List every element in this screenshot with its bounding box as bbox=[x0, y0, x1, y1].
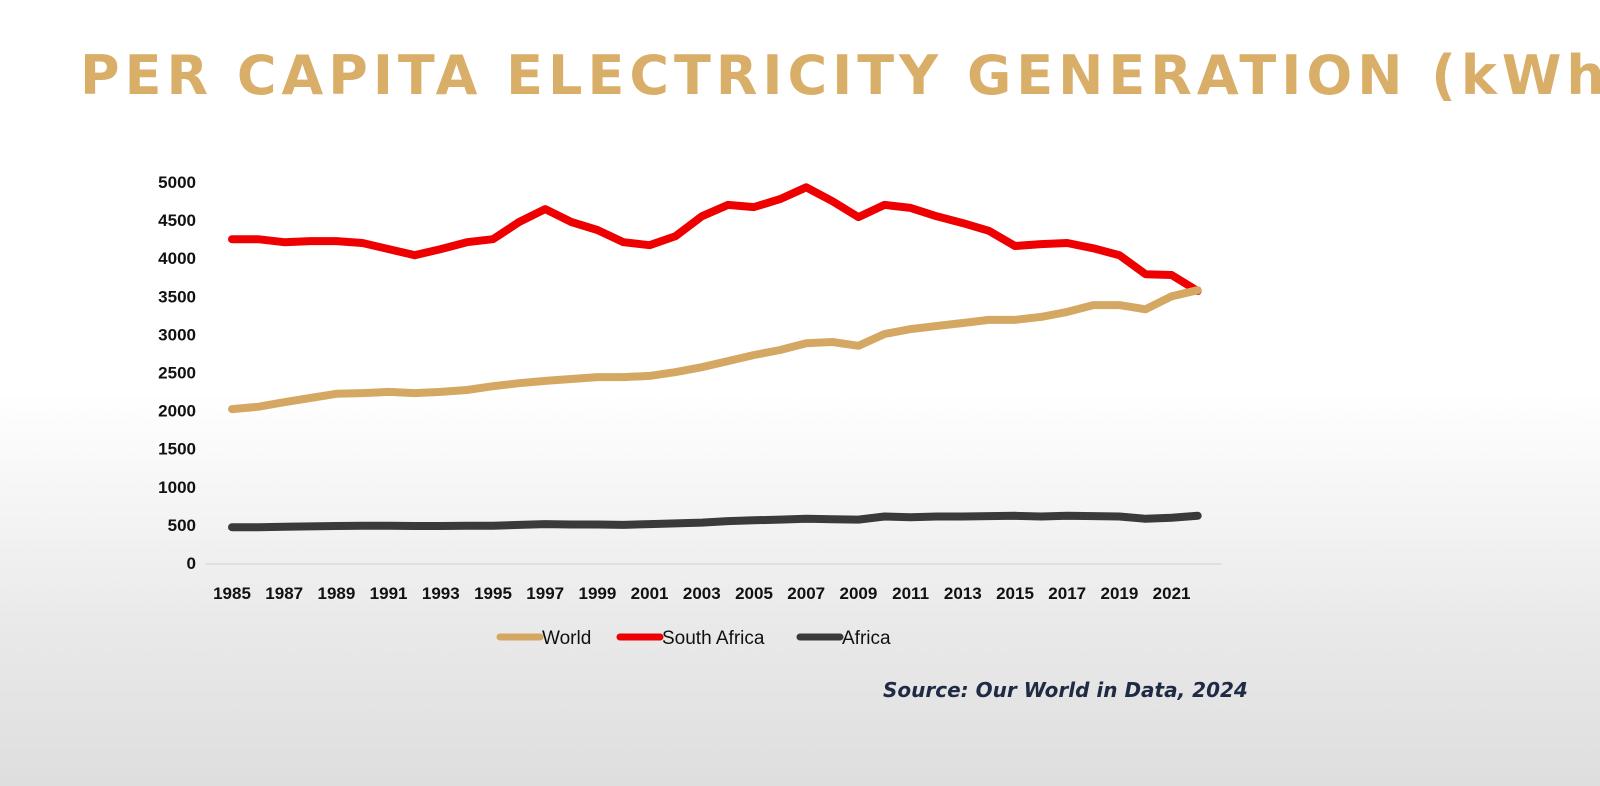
x-tick-label: 1989 bbox=[317, 584, 355, 603]
source-note: Source: Our World in Data, 2024 bbox=[883, 678, 1248, 702]
x-tick-label: 1985 bbox=[213, 584, 251, 603]
y-tick-label: 1500 bbox=[158, 440, 196, 459]
x-tick-label: 2005 bbox=[735, 584, 773, 603]
x-tick-label: 2021 bbox=[1153, 584, 1191, 603]
y-tick-label: 2000 bbox=[158, 402, 196, 421]
legend-label: World bbox=[542, 628, 591, 649]
x-tick-label: 1995 bbox=[474, 584, 512, 603]
x-tick-label: 2009 bbox=[839, 584, 877, 603]
y-tick-label: 0 bbox=[187, 554, 196, 573]
y-tick-label: 4500 bbox=[158, 211, 196, 230]
y-tick-label: 3500 bbox=[158, 287, 196, 306]
series-line-south-africa bbox=[228, 183, 1202, 295]
x-tick-label: 2001 bbox=[631, 584, 669, 603]
x-tick-label: 2013 bbox=[944, 584, 982, 603]
x-tick-label: 1991 bbox=[370, 584, 408, 603]
legend-label: Africa bbox=[842, 628, 891, 649]
y-tick-label: 1000 bbox=[158, 478, 196, 497]
chart-title: PER CAPITA ELECTRICITY GENERATION (kWh) bbox=[80, 44, 1600, 107]
y-tick-label: 3000 bbox=[158, 325, 196, 344]
x-tick-label: 2011 bbox=[892, 584, 929, 603]
x-tick-label: 1993 bbox=[422, 584, 460, 603]
y-tick-label: 2500 bbox=[158, 364, 196, 383]
x-tick-label: 2019 bbox=[1100, 584, 1138, 603]
x-tick-label: 2017 bbox=[1048, 584, 1086, 603]
x-tick-label: 1997 bbox=[526, 584, 564, 603]
y-tick-label: 500 bbox=[168, 516, 196, 535]
x-tick-label: 1999 bbox=[578, 584, 616, 603]
x-tick-label: 1987 bbox=[265, 584, 303, 603]
legend-label: South Africa bbox=[662, 628, 765, 649]
series-line-world bbox=[228, 286, 1202, 414]
x-tick-label: 2015 bbox=[996, 584, 1034, 603]
x-tick-label: 2003 bbox=[683, 584, 721, 603]
y-tick-label: 4000 bbox=[158, 249, 196, 268]
x-tick-label: 2007 bbox=[787, 584, 825, 603]
y-tick-label: 5000 bbox=[158, 173, 196, 192]
series-line-africa bbox=[228, 511, 1202, 532]
